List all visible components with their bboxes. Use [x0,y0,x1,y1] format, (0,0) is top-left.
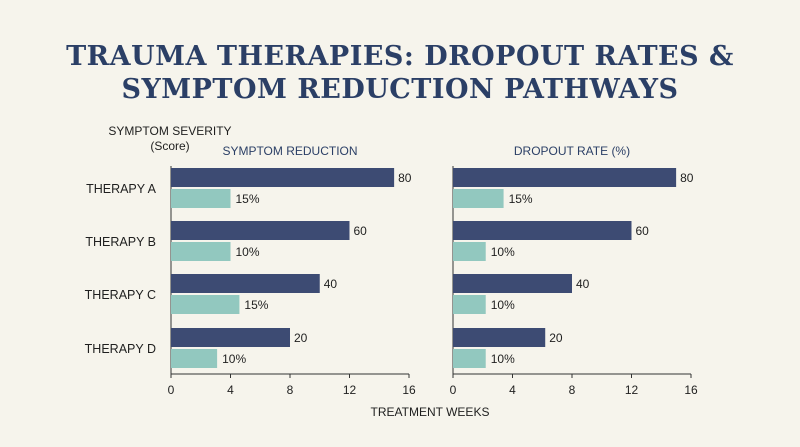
x-tick-label-symptom-reduction: 0 [168,383,175,397]
data-label-light-symptom-reduction: 15% [236,192,260,206]
x-tick-label-symptom-reduction: 4 [227,383,234,397]
x-tick-label-dropout-rate: 16 [684,383,698,397]
bar-light-dropout-rate [453,295,486,314]
y-axis-title-line-1: SYMPTOM SEVERITY [108,124,231,138]
data-label-light-dropout-rate: 15% [509,192,533,206]
data-label-dark-dropout-rate: 40 [576,277,590,291]
category-label: THERAPY C [85,288,156,302]
data-label-light-dropout-rate: 10% [491,352,515,366]
title-line-2: SYMPTOM REDUCTION PATHWAYS [121,74,679,105]
x-tick-label-dropout-rate: 4 [509,383,516,397]
bar-light-dropout-rate [453,242,486,261]
data-label-light-dropout-rate: 10% [491,298,515,312]
title-line-1: TRAUMA THERAPIES: DROPOUT RATES & [66,41,734,72]
panel-title-symptom-reduction: SYMPTOM REDUCTION [222,144,357,158]
bar-dark-symptom-reduction [171,221,350,240]
bar-light-dropout-rate [453,349,486,368]
data-label-light-symptom-reduction: 10% [222,352,246,366]
data-label-dark-symptom-reduction: 40 [324,277,338,291]
data-label-dark-symptom-reduction: 80 [398,171,412,185]
bar-dark-symptom-reduction [171,274,320,293]
x-tick-label-dropout-rate: 8 [569,383,576,397]
data-label-dark-dropout-rate: 20 [549,331,563,345]
bar-light-symptom-reduction [171,242,231,261]
x-tick-label-dropout-rate: 12 [625,383,639,397]
data-label-dark-dropout-rate: 80 [680,171,694,185]
category-label: THERAPY A [86,182,157,196]
bar-light-symptom-reduction [171,349,218,368]
panel-title-dropout-rate: DROPOUT RATE (%) [514,144,630,158]
category-label: THERAPY B [85,235,156,249]
data-label-dark-symptom-reduction: 20 [294,331,308,345]
data-label-light-symptom-reduction: 15% [244,298,268,312]
bar-dark-dropout-rate [453,328,546,347]
data-label-light-symptom-reduction: 10% [236,245,260,259]
data-label-dark-dropout-rate: 60 [636,224,650,238]
x-tick-label-dropout-rate: 0 [450,383,457,397]
bar-dark-dropout-rate [453,168,677,187]
bar-light-symptom-reduction [171,295,240,314]
chart-panels: THERAPY A THERAPY B THERAPY C THERAPY D SYMP… [85,144,698,397]
bar-dark-dropout-rate [453,274,572,293]
bar-light-symptom-reduction [171,189,231,208]
category-label: THERAPY D [85,342,156,356]
bar-dark-symptom-reduction [171,328,290,347]
y-axis-title-line-2: (Score) [150,139,189,153]
data-label-dark-symptom-reduction: 60 [354,224,368,238]
x-tick-label-symptom-reduction: 8 [287,383,294,397]
data-label-light-dropout-rate: 10% [491,245,515,259]
bar-dark-symptom-reduction [171,168,395,187]
chart-title: TRAUMA THERAPIES: DROPOUT RATES & SYMPTO… [0,40,800,106]
x-tick-label-symptom-reduction: 12 [343,383,357,397]
bar-light-dropout-rate [453,189,504,208]
bar-dark-dropout-rate [453,221,632,240]
x-tick-label-symptom-reduction: 16 [402,383,416,397]
x-axis-title: TREATMENT WEEKS [371,405,490,419]
